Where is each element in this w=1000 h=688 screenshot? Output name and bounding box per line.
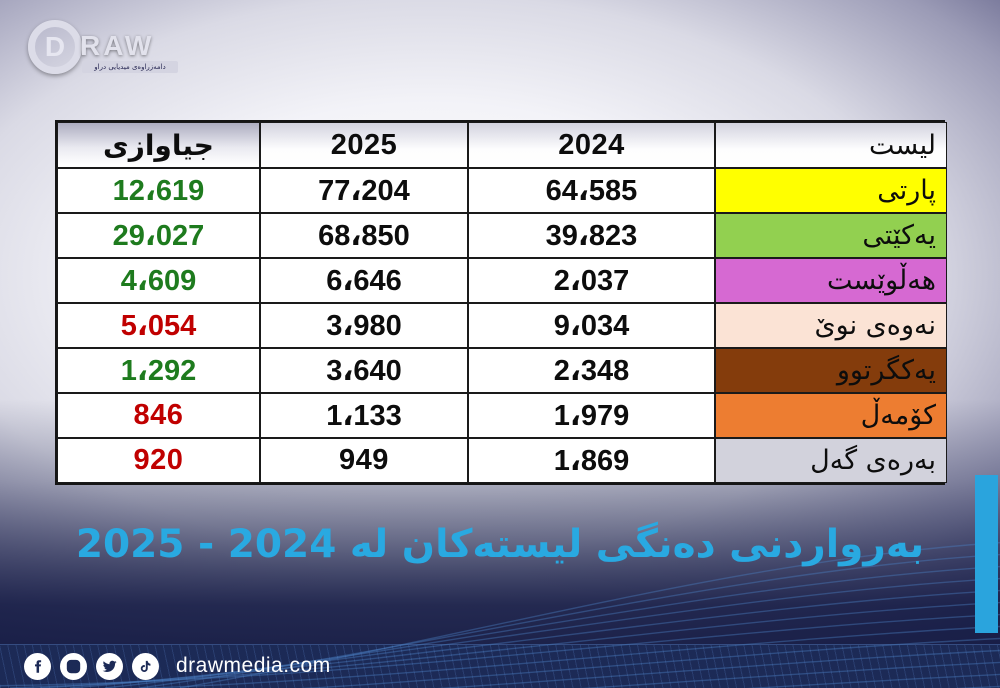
header-2025: 2025 (260, 122, 468, 168)
header-2024: 2024 (468, 122, 715, 168)
tiktok-icon (132, 652, 159, 680)
diff-cell: 5،054 (57, 303, 260, 348)
twitter-icon (96, 652, 123, 680)
votes-2024-cell: 2،348 (468, 348, 715, 393)
votes-2025-cell: 6،646 (260, 258, 468, 303)
accent-bar (975, 475, 998, 633)
footer-bar (0, 644, 1000, 688)
votes-comparison-table: جیاوازی 2025 2024 لیست 12،619 77،204 64،… (55, 120, 947, 485)
party-cell: کۆمەڵ (715, 393, 947, 438)
votes-2024-cell: 1،979 (468, 393, 715, 438)
draw-media-logo: D RAW دامەزراوەی میدیایی دراو (26, 16, 186, 78)
party-cell: یەکێتی (715, 213, 947, 258)
header-difference: جیاوازی (57, 122, 260, 168)
party-cell: هەڵوێست (715, 258, 947, 303)
logo-tagline: دامەزراوەی میدیایی دراو (82, 61, 178, 73)
votes-2025-cell: 3،980 (260, 303, 468, 348)
footer-content: drawmedia.com (24, 652, 331, 680)
header-list: لیست (715, 122, 947, 168)
diff-cell: 4،609 (57, 258, 260, 303)
votes-2025-cell: 1،133 (260, 393, 468, 438)
facebook-icon (24, 652, 51, 680)
votes-2025-cell: 3،640 (260, 348, 468, 393)
votes-2024-cell: 9،034 (468, 303, 715, 348)
votes-2025-cell: 68،850 (260, 213, 468, 258)
diff-cell: 846 (57, 393, 260, 438)
votes-2024-cell: 2،037 (468, 258, 715, 303)
instagram-icon (60, 652, 87, 680)
website-link: drawmedia.com (176, 654, 331, 677)
diff-cell: 12،619 (57, 168, 260, 213)
votes-2024-cell: 39،823 (468, 213, 715, 258)
votes-2025-cell: 77،204 (260, 168, 468, 213)
logo-letter: D (44, 31, 66, 62)
diff-cell: 29،027 (57, 213, 260, 258)
votes-2024-cell: 1،869 (468, 438, 715, 483)
party-cell: بەرەی گەل (715, 438, 947, 483)
party-cell: نەوەی نوێ (715, 303, 947, 348)
party-cell: یەکگرتوو (715, 348, 947, 393)
diff-cell: 920 (57, 438, 260, 483)
logo-wordmark: RAW (80, 30, 155, 61)
votes-2024-cell: 64،585 (468, 168, 715, 213)
party-cell: پارتی (715, 168, 947, 213)
logo-circle-icon: D (28, 20, 82, 74)
votes-2025-cell: 949 (260, 438, 468, 483)
page-title: بەرواردنی دەنگی لیستەکان لە 2024 - 2025 (75, 522, 925, 567)
diff-cell: 1،292 (57, 348, 260, 393)
